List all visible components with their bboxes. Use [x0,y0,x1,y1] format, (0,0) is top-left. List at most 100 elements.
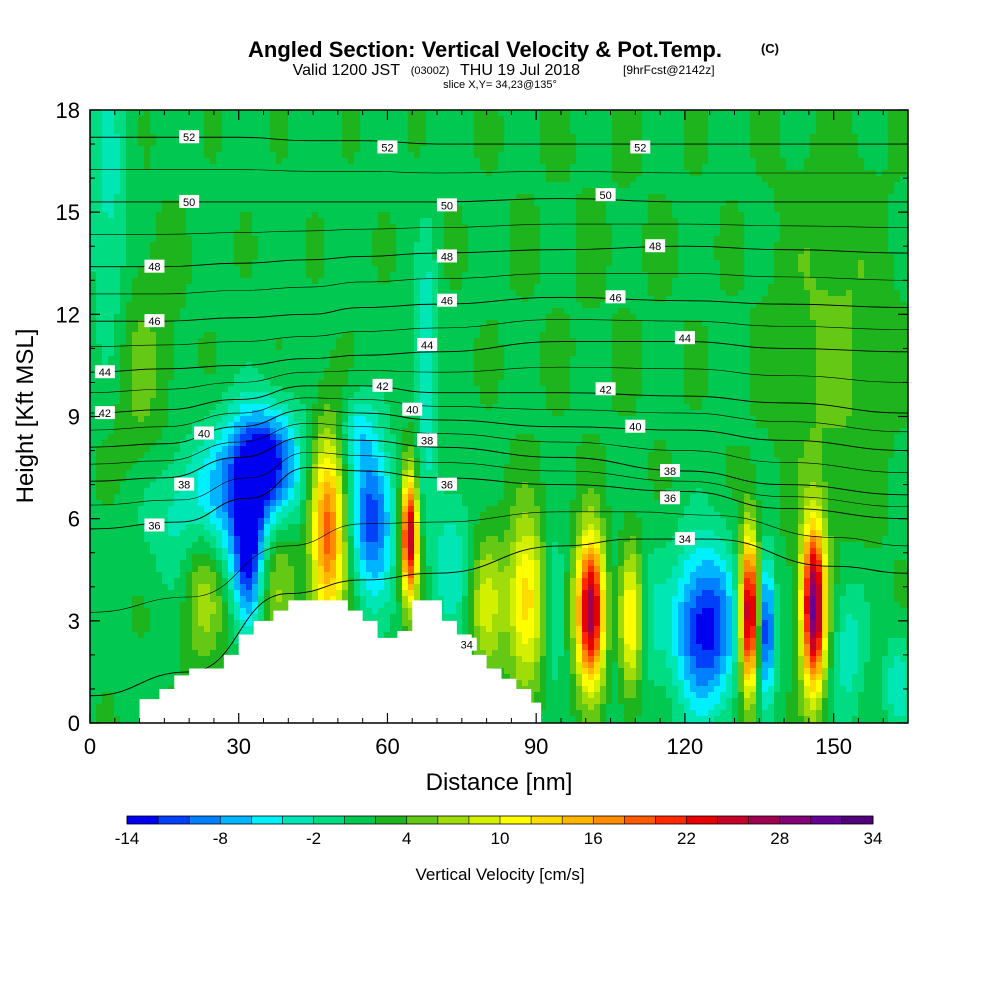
velocity-cell [552,296,559,303]
velocity-cell [750,260,757,267]
velocity-cell [828,308,835,315]
velocity-cell [774,230,781,237]
velocity-cell [840,308,847,315]
velocity-cell [168,296,175,303]
velocity-cell [390,230,397,237]
velocity-cell [888,266,895,273]
velocity-cell [486,206,493,213]
velocity-cell [330,152,337,159]
velocity-cell [198,128,205,135]
velocity-cell [774,266,781,273]
velocity-cell [378,230,385,237]
velocity-cell [480,254,487,261]
velocity-cell [204,194,211,201]
velocity-cell [726,254,733,261]
velocity-cell [546,116,553,123]
velocity-cell [750,146,757,153]
velocity-cell [696,296,703,303]
velocity-cell [216,266,223,273]
velocity-cell [126,308,133,315]
velocity-cell [720,200,727,207]
velocity-cell [594,272,601,279]
velocity-cell [90,152,97,159]
velocity-cell [888,236,895,243]
velocity-cell [156,116,163,123]
velocity-cell [186,308,193,315]
velocity-cell [504,128,511,135]
velocity-cell [276,200,283,207]
velocity-cell [420,212,427,219]
velocity-cell [846,212,853,219]
velocity-cell [282,224,289,231]
velocity-cell [546,278,553,285]
velocity-cell [132,128,139,135]
velocity-cell [702,188,709,195]
velocity-cell [210,326,217,333]
velocity-cell [624,116,631,123]
velocity-cell [804,242,811,249]
velocity-cell [894,140,901,147]
velocity-cell [504,254,511,261]
velocity-cell [654,122,661,129]
velocity-cell [840,314,847,321]
velocity-cell [906,290,908,297]
velocity-cell [756,302,763,309]
velocity-cell [174,218,181,225]
velocity-cell [270,206,277,213]
velocity-cell [714,164,721,171]
velocity-cell [390,290,397,297]
velocity-cell [426,254,433,261]
velocity-cell [756,212,763,219]
velocity-cell [438,128,445,135]
velocity-cell [570,242,577,249]
velocity-cell [492,224,499,231]
velocity-cell [228,200,235,207]
velocity-cell [96,320,103,327]
velocity-cell [372,260,379,267]
velocity-cell [636,194,643,201]
velocity-cell [768,212,775,219]
velocity-cell [270,254,277,261]
velocity-cell [318,176,325,183]
velocity-cell [570,278,577,285]
velocity-cell [258,320,265,327]
velocity-cell [138,170,145,177]
velocity-cell [126,152,133,159]
velocity-cell [804,188,811,195]
velocity-cell [900,188,907,195]
velocity-cell [420,122,427,129]
velocity-cell [168,272,175,279]
velocity-cell [810,182,817,189]
velocity-cell [528,146,535,153]
velocity-cell [102,230,109,237]
velocity-cell [342,164,349,171]
velocity-cell [174,224,181,231]
velocity-cell [606,236,613,243]
velocity-cell [312,260,319,267]
velocity-cell [264,254,271,261]
velocity-cell [858,110,865,117]
velocity-cell [672,242,679,249]
velocity-cell [96,290,103,297]
velocity-cell [150,290,157,297]
velocity-cell [294,224,301,231]
velocity-cell [636,284,643,291]
velocity-cell [426,278,433,285]
velocity-cell [420,152,427,159]
velocity-cell [570,266,577,273]
velocity-cell [450,182,457,189]
velocity-cell [876,200,883,207]
velocity-cell [162,260,169,267]
velocity-cell [276,170,283,177]
velocity-cell [234,218,241,225]
velocity-cell [876,230,883,237]
velocity-cell [654,320,661,327]
velocity-cell [552,248,559,255]
velocity-cell [636,170,643,177]
velocity-cell [498,296,505,303]
velocity-cell [354,164,361,171]
velocity-cell [252,170,259,177]
velocity-cell [558,194,565,201]
velocity-cell [732,284,739,291]
velocity-cell [390,308,397,315]
